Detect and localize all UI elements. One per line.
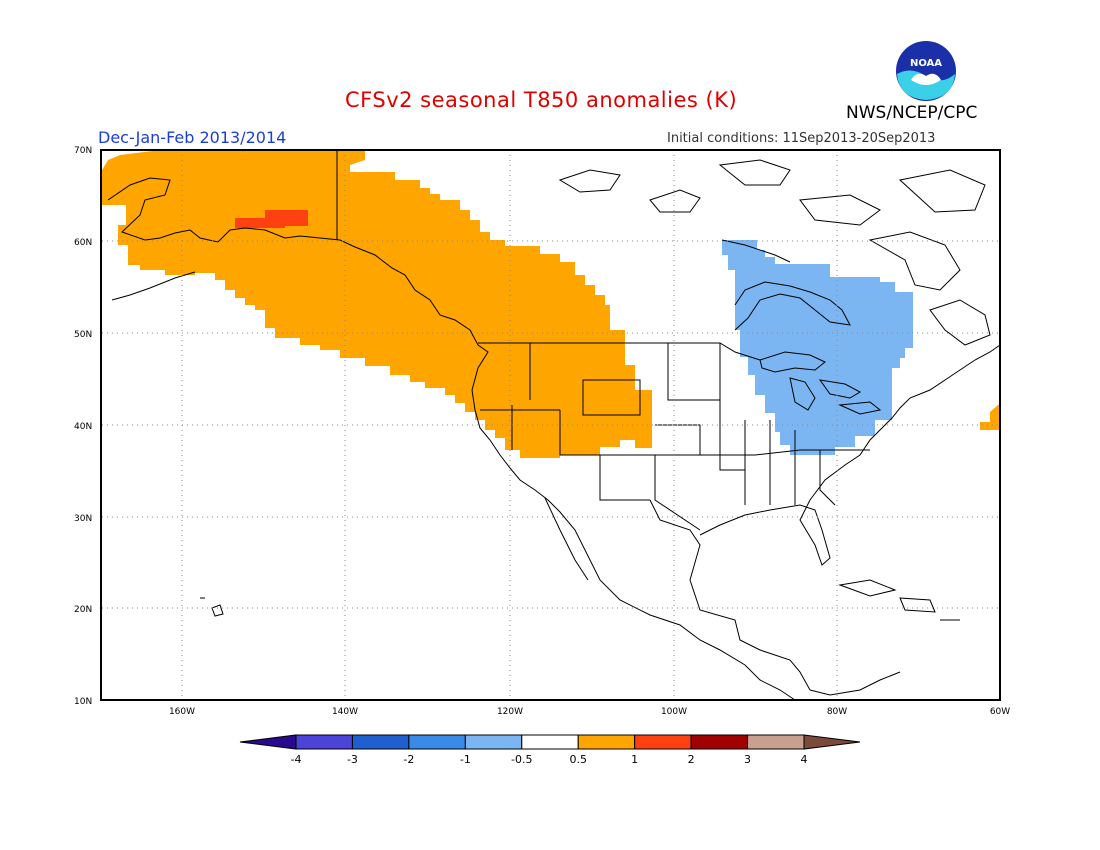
colorbar-label: -4 bbox=[291, 753, 302, 766]
lat-label: 60N bbox=[74, 238, 92, 248]
colorbar-label: 1 bbox=[631, 753, 638, 766]
cold-anomaly-east bbox=[722, 240, 913, 455]
anomaly-shading bbox=[102, 150, 1000, 458]
lat-label: 40N bbox=[74, 422, 92, 432]
lon-label: 160W bbox=[169, 707, 195, 717]
svg-text:NOAA: NOAA bbox=[910, 58, 942, 69]
colorbar-label: -0.5 bbox=[511, 753, 532, 766]
warm-anomaly-west bbox=[102, 150, 652, 458]
latitude-labels: 70N 60N 50N 40N 30N 20N 10N bbox=[74, 146, 92, 707]
longitude-labels: 160W 140W 120W 100W 80W 60W bbox=[169, 707, 1010, 717]
colorbar-label: 0.5 bbox=[569, 753, 587, 766]
colorbar: -4 -3 -2 -1 -0.5 0.5 1 2 3 4 bbox=[239, 734, 861, 766]
lat-label: 30N bbox=[74, 514, 92, 524]
map-frame bbox=[100, 149, 1001, 701]
lon-label: 140W bbox=[332, 707, 358, 717]
noaa-logo: NOAA bbox=[896, 41, 956, 101]
lon-label: 100W bbox=[661, 707, 687, 717]
colorbar-label: -3 bbox=[347, 753, 358, 766]
map-title: CFSv2 seasonal T850 anomalies (K) bbox=[345, 88, 738, 112]
graticule bbox=[102, 150, 1000, 700]
agency-label: NWS/NCEP/CPC bbox=[846, 103, 978, 123]
warm-anomaly-alaska-strong bbox=[235, 210, 308, 228]
lat-label: 50N bbox=[74, 330, 92, 340]
coastlines bbox=[107, 159, 1001, 701]
colorbar-label: 3 bbox=[744, 753, 751, 766]
colorbar-max-arrow bbox=[803, 734, 861, 750]
lat-label: 70N bbox=[74, 146, 92, 156]
lon-label: 60W bbox=[990, 707, 1010, 717]
colorbar-label: -2 bbox=[403, 753, 414, 766]
warm-anomaly-atlantic bbox=[980, 405, 1000, 430]
lon-label: 80W bbox=[827, 707, 847, 717]
colorbar-box bbox=[747, 734, 805, 750]
lat-label: 20N bbox=[74, 605, 92, 615]
colorbar-box bbox=[408, 734, 466, 750]
lon-label: 120W bbox=[497, 707, 523, 717]
initial-conditions-label: Initial conditions: 11Sep2013-20Sep2013 bbox=[667, 131, 936, 146]
political-borders bbox=[336, 150, 870, 531]
colorbar-box bbox=[351, 734, 410, 750]
lat-label: 10N bbox=[74, 697, 92, 707]
colorbar-box bbox=[295, 734, 353, 750]
colorbar-label: -1 bbox=[460, 753, 471, 766]
colorbar-box bbox=[690, 734, 749, 750]
colorbar-min-arrow bbox=[239, 734, 297, 750]
colorbar-box bbox=[521, 734, 579, 750]
colorbar-box bbox=[577, 734, 636, 750]
colorbar-label: 2 bbox=[688, 753, 695, 766]
colorbar-box bbox=[464, 734, 523, 750]
colorbar-label: 4 bbox=[801, 753, 808, 766]
season-label: Dec-Jan-Feb 2013/2014 bbox=[98, 128, 287, 147]
colorbar-box bbox=[634, 734, 692, 750]
